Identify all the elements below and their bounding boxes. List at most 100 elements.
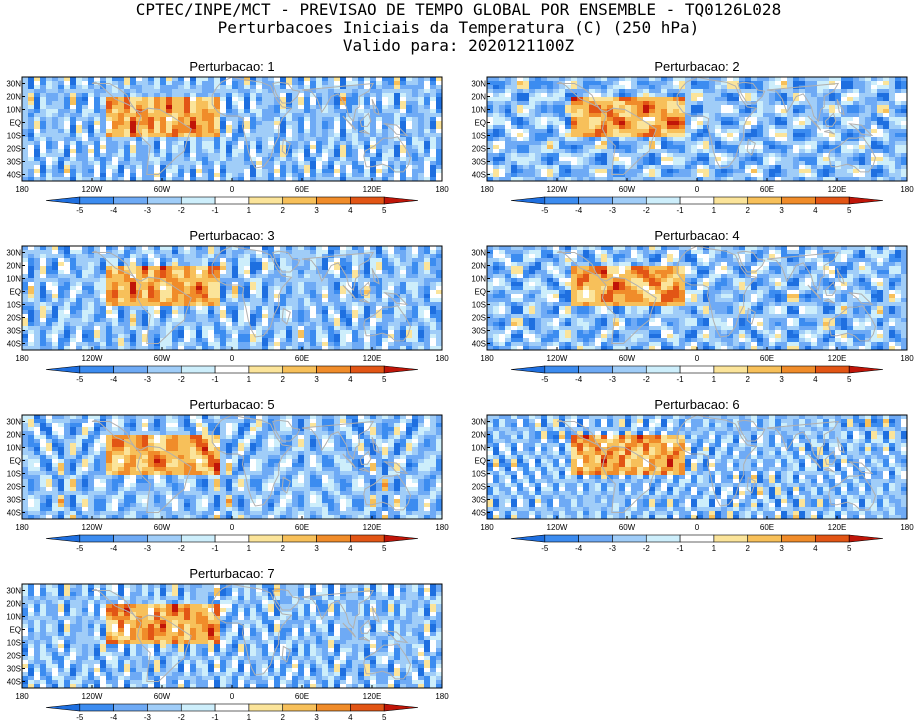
- panel-title: Perturbacao: 1: [189, 59, 274, 74]
- lon-tick-label: 120E: [828, 185, 847, 194]
- lon-tick-label: 120W: [547, 354, 568, 363]
- lon-tick-label: 60W: [154, 185, 171, 194]
- figure-title-line-1: CPTEC/INPE/MCT - PREVISAO DE TEMPO GLOBA…: [135, 0, 782, 19]
- lat-tick-label: EQ: [9, 119, 21, 128]
- colorbar-label: 2: [281, 713, 286, 722]
- lat-tick-label: EQ: [9, 288, 21, 297]
- colorbar-segment: [679, 365, 715, 374]
- lat-tick-label: 30N: [471, 80, 486, 89]
- lat-tick-label: 20N: [471, 431, 486, 440]
- map-panel-1: Perturbacao: 1 30N 20N 10N EQ 10S 20S 30S 40S 180…: [6, 59, 449, 215]
- colorbar-segment: [383, 196, 419, 205]
- colorbar-label: 3: [779, 375, 784, 384]
- lon-tick-label: 180: [900, 523, 914, 532]
- lon-tick-label: 60W: [619, 185, 636, 194]
- lat-tick-label: 20N: [6, 262, 21, 271]
- lon-tick-label: 0: [695, 185, 700, 194]
- colorbar-label: -5: [76, 544, 84, 553]
- lon-tick-label: 120E: [828, 523, 847, 532]
- lat-tick-label: EQ: [474, 119, 486, 128]
- colorbar-segment: [45, 365, 81, 374]
- map-panel-5: Perturbacao: 5 30N 20N 10N EQ 10S 20S 30S 40S 180…: [6, 397, 449, 553]
- lat-tick-label: EQ: [474, 457, 486, 466]
- lon-tick-label: 180: [900, 185, 914, 194]
- colorbar-label: 1: [247, 713, 252, 722]
- colorbar-label: -2: [178, 713, 186, 722]
- lon-tick-label: 60W: [154, 692, 171, 701]
- colorbar-label: 2: [281, 544, 286, 553]
- colorbar-label: 1: [247, 206, 252, 215]
- colorbar-segment: [79, 534, 114, 543]
- lon-tick-label: 120W: [82, 185, 103, 194]
- colorbar-segment: [45, 703, 81, 712]
- colorbar-label: -4: [575, 544, 583, 553]
- lon-tick-label: 0: [230, 185, 235, 194]
- colorbar-segment: [147, 703, 182, 712]
- colorbar-segment: [612, 534, 647, 543]
- lon-tick-label: 180: [15, 354, 29, 363]
- lat-tick-label: 30S: [7, 158, 21, 167]
- colorbar-segment: [848, 365, 884, 374]
- lat-tick-label: 30N: [6, 587, 21, 596]
- lon-tick-label: 120W: [547, 523, 568, 532]
- colorbar-label: 1: [247, 544, 252, 553]
- colorbar-label: 3: [314, 375, 319, 384]
- colorbar-label: -4: [575, 375, 583, 384]
- lat-tick-label: 20N: [6, 600, 21, 609]
- colorbar: -5 -4 -3 -2 -1 1 2 3 4 5: [510, 534, 884, 553]
- lat-tick-label: 10N: [471, 444, 486, 453]
- colorbar-label: -1: [677, 375, 685, 384]
- figure-title-line-3: Valido para: 2020121100Z: [342, 36, 575, 55]
- map-panel-6: Perturbacao: 6 30N 20N 10N EQ 10S 20S 30S 40S 180…: [471, 397, 914, 553]
- lon-tick-label: 60E: [760, 354, 774, 363]
- colorbar-segment: [282, 196, 317, 205]
- lon-tick-label: 180: [15, 185, 29, 194]
- lon-tick-label: 60W: [154, 523, 171, 532]
- colorbar-segment: [350, 703, 385, 712]
- lat-tick-label: 30N: [471, 418, 486, 427]
- lat-tick-label: 20N: [6, 93, 21, 102]
- lat-tick-label: 20S: [472, 483, 486, 492]
- panel-title: Perturbacao: 4: [654, 228, 739, 243]
- lon-tick-label: 120E: [363, 523, 382, 532]
- colorbar-label: -1: [677, 206, 685, 215]
- temperature-field: [22, 246, 442, 350]
- panel-title: Perturbacao: 6: [654, 397, 739, 412]
- lon-tick-label: 180: [480, 185, 494, 194]
- lat-tick-label: 20S: [7, 314, 21, 323]
- colorbar-label: -2: [643, 375, 651, 384]
- colorbar-segment: [214, 703, 250, 712]
- colorbar-label: 2: [746, 206, 751, 215]
- colorbar-segment: [79, 365, 114, 374]
- colorbar-segment: [316, 365, 351, 374]
- colorbar-segment: [113, 196, 148, 205]
- colorbar-label: -1: [212, 544, 220, 553]
- lat-tick-label: 20S: [472, 314, 486, 323]
- colorbar-label: 1: [247, 375, 252, 384]
- colorbar-segment: [350, 196, 385, 205]
- colorbar-label: 5: [382, 206, 387, 215]
- colorbar-label: 1: [712, 544, 717, 553]
- temperature-field: [487, 246, 907, 350]
- colorbar-segment: [214, 365, 250, 374]
- lon-tick-label: 180: [900, 354, 914, 363]
- lon-tick-label: 60W: [619, 523, 636, 532]
- temperature-field: [487, 77, 907, 181]
- colorbar-segment: [713, 196, 749, 205]
- colorbar-label: -4: [110, 375, 118, 384]
- colorbar-label: -1: [212, 713, 220, 722]
- colorbar-label: 4: [813, 375, 818, 384]
- lon-tick-label: 120W: [82, 692, 103, 701]
- colorbar-segment: [645, 196, 681, 205]
- lat-tick-label: 10S: [7, 301, 21, 310]
- lat-tick-label: 30S: [472, 496, 486, 505]
- colorbar-segment: [214, 196, 250, 205]
- colorbar-segment: [147, 365, 182, 374]
- lat-tick-label: 40S: [472, 340, 486, 349]
- colorbar-segment: [747, 365, 782, 374]
- lat-tick-label: 20N: [471, 93, 486, 102]
- lon-tick-label: 180: [435, 523, 449, 532]
- colorbar-segment: [645, 365, 681, 374]
- colorbar-label: -5: [541, 375, 549, 384]
